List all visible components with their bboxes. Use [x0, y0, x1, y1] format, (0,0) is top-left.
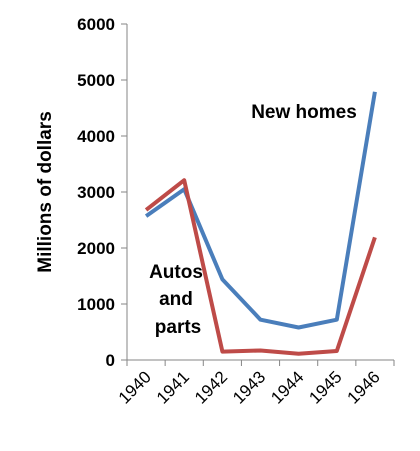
- series-line-autos-and-parts: [144, 178, 377, 356]
- x-tick-label: 1943: [229, 367, 269, 407]
- x-tick-label: 1942: [191, 367, 231, 407]
- x-tick-label: 1946: [344, 367, 384, 407]
- x-tick-label: 1944: [267, 367, 307, 407]
- x-tick-label: 1945: [305, 367, 345, 407]
- x-tick-label: 1941: [153, 367, 193, 407]
- y-axis-label: Millions of dollars: [35, 111, 56, 273]
- y-tick-label: 6000: [77, 15, 115, 34]
- y-tick-label: 2000: [77, 239, 115, 258]
- annotation-autos: Autos: [149, 262, 203, 283]
- y-tick-label: 5000: [77, 71, 115, 90]
- series-lines: [144, 91, 377, 356]
- axes: [121, 23, 395, 366]
- x-tick-label: 1940: [115, 367, 155, 407]
- annotation-new-homes: New homes: [251, 102, 357, 123]
- y-tick-label: 0: [106, 351, 115, 370]
- y-tick-labels: 0 1000 2000 3000 4000 5000 6000: [77, 15, 115, 370]
- y-tick-label: 3000: [77, 183, 115, 202]
- y-tick-label: 1000: [77, 295, 115, 314]
- annotation-parts: parts: [155, 317, 201, 338]
- y-tick-label: 4000: [77, 127, 115, 146]
- annotation-and: and: [159, 289, 193, 310]
